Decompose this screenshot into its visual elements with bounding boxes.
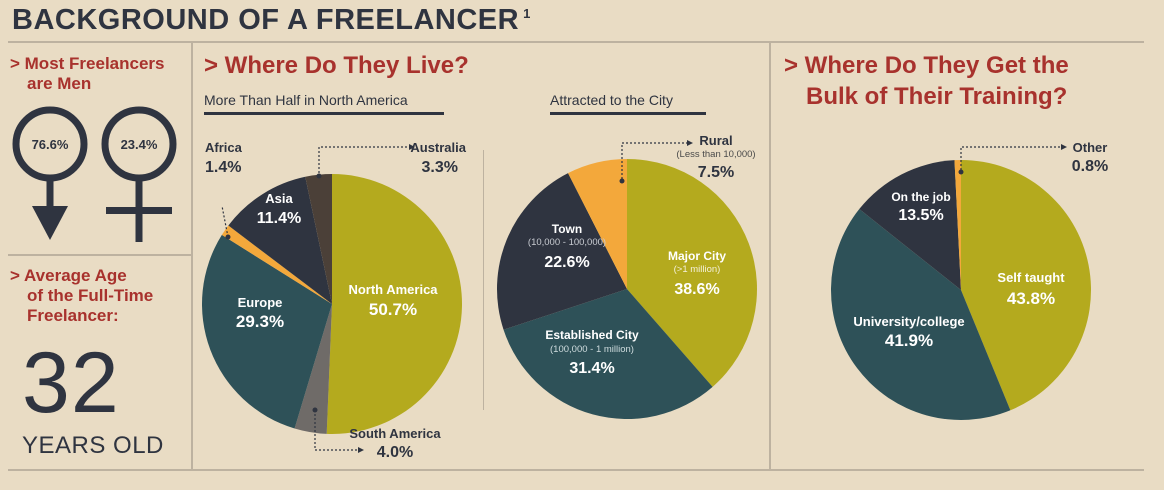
pie-slice-university-college <box>831 209 1011 420</box>
arrow-rural-icon <box>687 140 693 146</box>
where-live-heading: > Where Do They Live? <box>204 52 469 79</box>
arrow-other-icon <box>1061 144 1067 150</box>
value-town: 22.6% <box>544 254 589 271</box>
male-percent: 76.6% <box>32 137 69 152</box>
label-europe: Europe <box>238 295 283 310</box>
age-heading-line2: of the Full-Time <box>27 286 154 305</box>
gender-heading-line2: are Men <box>27 74 92 93</box>
label-other: Other <box>1073 140 1108 155</box>
pie-slice-other <box>954 160 961 290</box>
right-column-divider <box>769 43 771 469</box>
gender-symbols: 76.6% 23.4% <box>12 106 177 242</box>
label-self-taught: Self taught <box>997 270 1065 285</box>
training-heading-line1: > Where Do They Get the <box>784 52 1069 79</box>
note-rural: (Less than 10,000) <box>676 149 755 160</box>
left-row-divider <box>8 254 191 256</box>
gender-heading: > Most Freelancers are Men <box>10 54 165 94</box>
value-self-taught: 43.8% <box>1007 289 1055 308</box>
top-rule <box>8 41 1144 43</box>
value-major-city: 38.6% <box>674 281 719 298</box>
left-column-divider <box>191 43 193 469</box>
age-value: 32 <box>22 335 120 431</box>
value-established-city: 31.4% <box>569 360 614 377</box>
pie-slice-self-taught <box>961 160 1091 411</box>
label-south-america: South America <box>349 426 441 441</box>
training-callout-lines <box>960 146 1061 170</box>
label-established-city: Established City <box>545 328 639 342</box>
note-major-city: (>1 million) <box>674 264 721 275</box>
pie-slice-established-city <box>503 289 713 419</box>
label-major-city: Major City <box>668 249 726 263</box>
pie-slice-town <box>497 173 627 330</box>
pie-slice-on-the-job <box>859 160 961 290</box>
region-callout-dots <box>225 173 322 413</box>
pie-slice-asia <box>228 176 332 304</box>
page-title: BACKGROUND OF A FREELANCER 1 <box>12 4 531 37</box>
training-pie-slices <box>831 160 1091 420</box>
label-australia: Australia <box>410 140 466 155</box>
gender-heading-line1: > Most Freelancers <box>10 54 165 73</box>
note-town: (10,000 - 100,000) <box>528 237 606 248</box>
note-established-city: (100,000 - 1 million) <box>550 344 634 355</box>
pie-slice-africa <box>221 225 332 304</box>
value-rural: 7.5% <box>698 164 734 181</box>
page-title-text: BACKGROUND OF A FREELANCER <box>12 4 520 36</box>
region-chart-title: More Than Half in North America <box>204 92 444 115</box>
value-asia: 11.4% <box>257 210 301 227</box>
training-heading-line2: Bulk of Their Training? <box>806 83 1068 110</box>
training-heading: > Where Do They Get the Bulk of Their Tr… <box>784 50 1069 112</box>
male-symbol-icon <box>12 106 88 240</box>
value-north-america: 50.7% <box>369 300 417 319</box>
value-australia: 3.3% <box>422 159 458 176</box>
city-callout-dot <box>619 178 625 184</box>
value-africa: 1.4% <box>205 159 241 176</box>
region-callout-lines <box>221 146 409 451</box>
label-university: University/college <box>853 314 964 329</box>
city-pie-chart: Rural (Less than 10,000) 7.5% Major City… <box>497 133 757 419</box>
pie-slice-south-america <box>294 304 332 434</box>
pie-slice-australia <box>305 174 332 304</box>
region-pie-slices <box>202 174 463 434</box>
city-callout-lines <box>621 142 687 179</box>
arrow-south-america-icon <box>358 447 364 453</box>
pie-slice-rural <box>568 159 627 289</box>
pie-slice-north-america <box>326 174 463 434</box>
female-percent: 23.4% <box>121 137 158 152</box>
bottom-rule <box>8 469 1144 471</box>
age-heading-line3: Freelancer: <box>27 306 119 325</box>
label-africa: Africa <box>205 140 243 155</box>
pie-divider <box>483 150 484 410</box>
title-footnote: 1 <box>523 6 531 21</box>
training-callout-dot <box>958 169 964 175</box>
label-rural: Rural <box>699 133 732 148</box>
value-other: 0.8% <box>1072 158 1108 175</box>
label-north-america: North America <box>348 282 438 297</box>
value-university: 41.9% <box>885 331 933 350</box>
age-heading-line1: > Average Age <box>10 266 127 285</box>
training-pie-chart: Other 0.8% On the job 13.5% Self taught … <box>831 140 1108 420</box>
arrow-australia-icon <box>409 144 415 150</box>
label-asia: Asia <box>265 191 293 206</box>
city-pie-slices <box>497 159 757 419</box>
label-on-the-job: On the job <box>891 190 950 204</box>
value-europe: 29.3% <box>236 312 284 331</box>
value-on-the-job: 13.5% <box>898 207 943 224</box>
age-heading: > Average Age of the Full-Time Freelance… <box>10 266 153 326</box>
pie-slice-major-city <box>627 159 757 387</box>
label-town: Town <box>552 222 582 236</box>
region-pie-chart: North America 50.7% Europe 29.3% Asia 11… <box>202 140 467 461</box>
pie-slice-europe <box>202 234 332 429</box>
age-unit: YEARS OLD <box>22 432 164 459</box>
female-symbol-icon <box>101 106 177 242</box>
city-chart-title: Attracted to the City <box>550 92 706 115</box>
value-south-america: 4.0% <box>377 444 413 461</box>
